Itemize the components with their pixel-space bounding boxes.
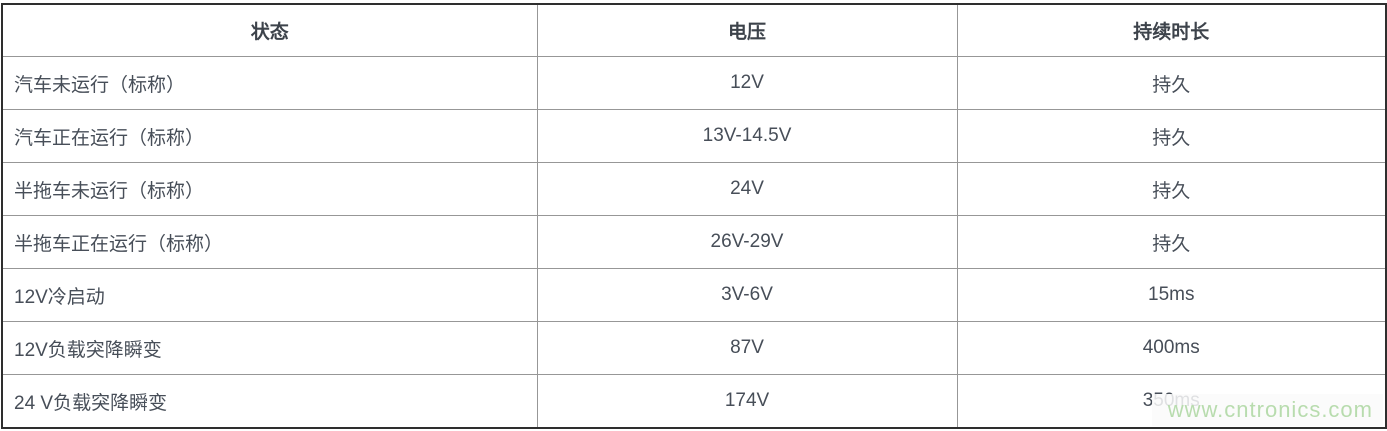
voltage-condition-table: 状态 电压 持续时长 汽车未运行（标称） 12V 持久 汽车正在运行（标称） 13V-1… bbox=[1, 3, 1387, 429]
cell-duration: 15ms bbox=[956, 268, 1387, 322]
column-header-voltage: 电压 bbox=[536, 3, 958, 57]
column-header-duration: 持续时长 bbox=[956, 3, 1387, 57]
cell-state: 12V负载突降瞬变 bbox=[1, 321, 538, 375]
cell-duration: 持久 bbox=[956, 56, 1387, 110]
cell-duration: 持久 bbox=[956, 162, 1387, 216]
cell-state: 汽车未运行（标称） bbox=[1, 56, 538, 110]
table-header-row: 状态 电压 持续时长 bbox=[1, 3, 1387, 57]
cell-state: 半拖车正在运行（标称） bbox=[1, 215, 538, 269]
table-row: 汽车未运行（标称） 12V 持久 bbox=[1, 56, 1387, 110]
table-row: 半拖车未运行（标称） 24V 持久 bbox=[1, 162, 1387, 216]
cell-voltage: 174V bbox=[536, 374, 958, 429]
cell-duration: 400ms bbox=[956, 321, 1387, 375]
cell-duration: 持久 bbox=[956, 109, 1387, 163]
cell-state: 半拖车未运行（标称） bbox=[1, 162, 538, 216]
cell-state: 12V冷启动 bbox=[1, 268, 538, 322]
cell-voltage: 26V-29V bbox=[536, 215, 958, 269]
cell-voltage: 24V bbox=[536, 162, 958, 216]
table-row: 12V负载突降瞬变 87V 400ms bbox=[1, 321, 1387, 375]
table-row: 12V冷启动 3V-6V 15ms bbox=[1, 268, 1387, 322]
cell-voltage: 12V bbox=[536, 56, 958, 110]
cell-voltage: 87V bbox=[536, 321, 958, 375]
cell-state: 24 V负载突降瞬变 bbox=[1, 374, 538, 429]
cell-state: 汽车正在运行（标称） bbox=[1, 109, 538, 163]
cell-voltage: 13V-14.5V bbox=[536, 109, 958, 163]
table-row: 汽车正在运行（标称） 13V-14.5V 持久 bbox=[1, 109, 1387, 163]
cell-voltage: 3V-6V bbox=[536, 268, 958, 322]
table-row: 半拖车正在运行（标称） 26V-29V 持久 bbox=[1, 215, 1387, 269]
table-row: 24 V负载突降瞬变174V350ms bbox=[1, 374, 1387, 429]
cell-duration: 持久 bbox=[956, 215, 1387, 269]
site-watermark: www.cntronics.com bbox=[1151, 394, 1383, 426]
column-header-state: 状态 bbox=[1, 3, 538, 57]
